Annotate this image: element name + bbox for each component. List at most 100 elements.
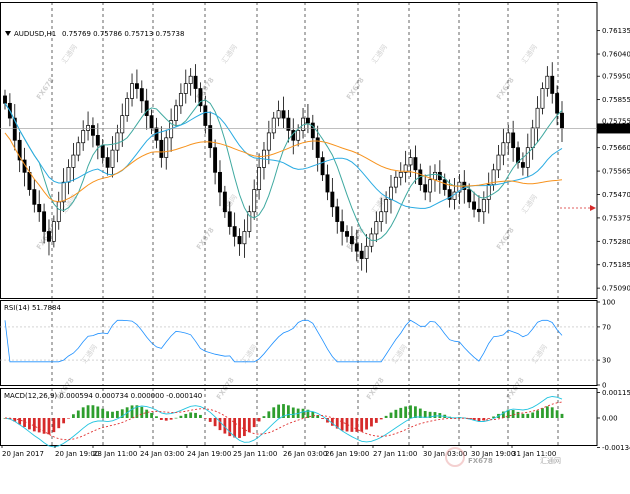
candle-body xyxy=(467,189,472,203)
macd-bar xyxy=(541,408,544,418)
macd-bar xyxy=(379,418,383,420)
candle-body xyxy=(310,122,315,139)
candle-body xyxy=(560,112,564,129)
price-tick-label: 0.75950 xyxy=(602,73,630,81)
macd-bar xyxy=(106,411,110,418)
price-tick-label: 0.75660 xyxy=(602,144,630,152)
macd-bar xyxy=(223,418,227,434)
candle-body xyxy=(550,75,555,94)
candle-body xyxy=(476,208,481,213)
candle-body xyxy=(139,88,144,102)
price-tick-label: 0.75855 xyxy=(602,96,630,104)
candle-body xyxy=(3,95,7,104)
watermark-text: FX678 xyxy=(345,76,366,101)
signal-line xyxy=(4,401,563,441)
candle-body xyxy=(555,93,560,114)
price-tick-label: 0.75090 xyxy=(602,285,630,293)
macd-bar xyxy=(418,408,422,418)
macd-bar xyxy=(199,414,202,418)
macd-bar xyxy=(521,413,525,418)
macd-bar xyxy=(399,407,403,418)
macd-bar xyxy=(560,413,564,418)
candle-body xyxy=(423,184,428,193)
macd-bar xyxy=(467,418,471,419)
candle-body xyxy=(496,154,501,171)
macd-bar xyxy=(247,418,251,433)
candle-body xyxy=(403,164,408,173)
macd-bar xyxy=(155,416,158,418)
macd-bar xyxy=(340,418,344,431)
candle-body xyxy=(125,98,130,116)
macd-bar xyxy=(243,418,246,437)
macd-bar xyxy=(62,418,66,424)
macd-bar xyxy=(291,407,295,418)
macd-bar xyxy=(428,411,432,418)
macd-bar xyxy=(111,411,114,418)
time-tick-label: 25 Jan 11:00 xyxy=(233,450,277,458)
price-tick-label: 0.75185 xyxy=(602,261,630,269)
candle-body xyxy=(47,231,51,242)
time-tick-label: 27 Jan 11:00 xyxy=(373,450,417,458)
macd-bar xyxy=(414,406,417,418)
macd-bar xyxy=(159,418,163,420)
macd-bar xyxy=(145,409,149,418)
macd-bar xyxy=(86,405,90,418)
macd-bar xyxy=(277,404,281,418)
candle-body xyxy=(56,201,61,222)
candle-body xyxy=(27,171,32,190)
watermark-cn: 汇通网 xyxy=(220,43,239,65)
macd-bar xyxy=(555,410,559,418)
logo-circle xyxy=(445,447,465,467)
macd-bar xyxy=(345,418,349,432)
macd-bar xyxy=(545,406,549,418)
candle-body xyxy=(408,157,413,166)
candle-body xyxy=(130,83,134,99)
time-tick-label: 23 Jan 11:00 xyxy=(93,450,137,458)
time-tick-label: 20 Jan 19:00 xyxy=(55,450,99,458)
candle-body xyxy=(374,221,379,235)
macd-bar xyxy=(228,418,232,437)
macd-bar xyxy=(81,407,85,418)
watermark-cn: 汇通网 xyxy=(530,343,549,365)
macd-bar xyxy=(423,410,427,418)
candle-body xyxy=(520,162,525,168)
candle-body xyxy=(286,117,291,131)
macd-bar xyxy=(130,405,134,418)
macd-bar xyxy=(203,418,207,419)
candle-body xyxy=(447,189,452,200)
macd-bar xyxy=(238,418,241,438)
watermark-cn: 汇通网 xyxy=(370,43,389,65)
candle-body xyxy=(457,181,462,193)
macd-bar xyxy=(37,418,41,433)
candle-body xyxy=(17,139,22,161)
macd-bar xyxy=(115,410,119,418)
candle-body xyxy=(144,100,149,116)
symbol-label: AUDUSD,H1 xyxy=(14,30,56,38)
candle-body xyxy=(398,171,403,178)
candle-body xyxy=(61,181,66,203)
candle-body xyxy=(242,231,247,245)
candle-body xyxy=(501,142,506,156)
macd-bar xyxy=(267,411,271,418)
candle-body xyxy=(442,179,447,190)
price-tick-label: 0.76040 xyxy=(602,51,630,59)
candle-body xyxy=(389,186,393,200)
macd-bar xyxy=(301,408,305,418)
time-tick-label: 26 Jan 03:00 xyxy=(283,450,327,458)
macd-bar xyxy=(72,414,75,418)
macd-bar xyxy=(140,406,144,418)
macd-bar xyxy=(42,418,46,434)
candle-body xyxy=(472,201,477,210)
macd-bar xyxy=(194,412,197,418)
candle-body xyxy=(95,135,100,146)
candle-body xyxy=(159,139,164,158)
candle-body xyxy=(349,236,354,245)
rsi-tick-label: 0 xyxy=(602,382,606,390)
candles xyxy=(3,62,564,273)
candle-body xyxy=(315,137,320,158)
macd-bar xyxy=(311,411,315,418)
candle-body xyxy=(481,199,486,213)
macd-bar xyxy=(208,418,212,422)
